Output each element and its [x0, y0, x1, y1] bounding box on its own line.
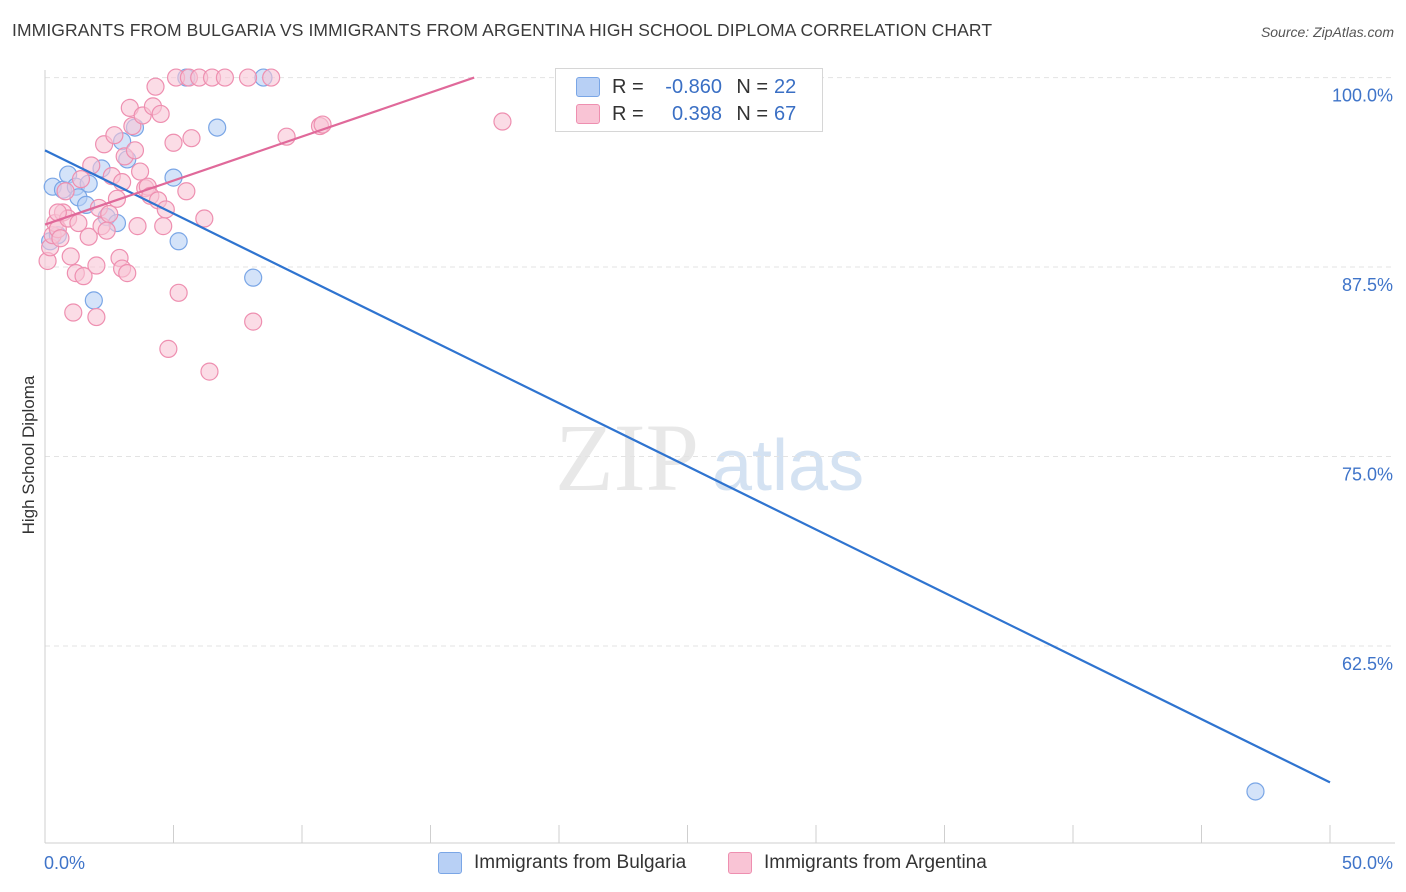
legend-n-value: 67: [774, 102, 797, 125]
source-label: Source: ZipAtlas.com: [1260, 24, 1394, 40]
legend-r-value: 0.398: [671, 102, 722, 125]
point-argentina: [215, 68, 234, 87]
y-tick-label: 100.0%: [1332, 86, 1393, 106]
point-argentina: [200, 362, 219, 381]
legend-n-label: N =: [736, 102, 768, 125]
chart-title: IMMIGRANTS FROM BULGARIA VS IMMIGRANTS F…: [12, 20, 993, 40]
trend-lines: [44, 76, 1331, 784]
point-argentina: [244, 312, 263, 331]
watermark-atlas: atlas: [712, 426, 864, 506]
legend-label-argentina: Immigrants from Argentina: [764, 852, 987, 873]
point-argentina: [130, 162, 150, 181]
point-argentina: [64, 303, 83, 322]
point-argentina: [182, 129, 201, 148]
point-argentina: [71, 170, 91, 189]
point-argentina: [159, 339, 178, 358]
legend-swatch-argentina: [576, 104, 600, 124]
legend-swatch-argentina: [728, 852, 752, 874]
legend-r-label: R =: [612, 75, 644, 98]
point-argentina: [100, 204, 119, 224]
point-argentina: [238, 68, 258, 87]
trend-line-bulgaria: [44, 149, 1331, 784]
legend-r-value: -0.860: [665, 75, 722, 98]
point-argentina: [87, 256, 106, 275]
legend-label-bulgaria: Immigrants from Bulgaria: [474, 852, 687, 873]
data-points: [38, 68, 1265, 801]
x-tick-label: 50.0%: [1342, 853, 1393, 873]
y-tick-labels: 100.0% 87.5% 75.0% 62.5%: [1332, 86, 1393, 674]
watermark-zip: ZIP: [555, 404, 699, 511]
legend-item-argentina: Immigrants from Argentina: [728, 852, 987, 874]
point-argentina: [154, 217, 173, 236]
point-bulgaria: [244, 268, 263, 287]
point-argentina: [128, 217, 147, 236]
legend-swatch-bulgaria: [438, 852, 462, 874]
x-tick-labels: 0.0% 50.0%: [44, 853, 1393, 873]
point-argentina: [61, 247, 80, 266]
point-argentina: [169, 283, 188, 302]
point-bulgaria: [84, 291, 103, 310]
point-argentina: [195, 209, 214, 228]
point-argentina: [146, 77, 165, 96]
point-argentina: [79, 227, 98, 246]
point-bulgaria: [208, 118, 227, 137]
legend-n-label: N =: [736, 75, 768, 98]
point-argentina: [51, 229, 70, 248]
legend-n-value: 22: [774, 75, 797, 98]
axes: [44, 70, 1395, 844]
point-argentina: [493, 112, 512, 131]
point-argentina: [151, 104, 170, 124]
point-argentina: [118, 264, 137, 283]
legend-r-label: R =: [612, 102, 644, 125]
x-tick-label: 0.0%: [44, 853, 85, 873]
point-argentina: [262, 68, 281, 87]
grid-lines: [45, 77, 1395, 647]
series-legend: Immigrants from Bulgaria Immigrants from…: [0, 852, 1406, 876]
legend-row-bulgaria: R = -0.860 N = 22: [576, 75, 814, 99]
y-tick-label: 75.0%: [1342, 465, 1393, 485]
y-axis-label: High School Diploma: [19, 375, 38, 534]
point-argentina: [56, 182, 75, 201]
point-argentina: [164, 133, 183, 152]
point-argentina: [177, 182, 196, 201]
y-tick-label: 62.5%: [1342, 654, 1393, 674]
legend-row-argentina: R = 0.398 N = 67: [576, 102, 814, 126]
point-argentina: [87, 307, 106, 327]
legend-item-bulgaria: Immigrants from Bulgaria: [438, 852, 686, 874]
legend-swatch-bulgaria: [576, 77, 600, 97]
point-argentina: [74, 267, 93, 286]
point-argentina: [125, 141, 145, 160]
point-argentina: [82, 156, 101, 175]
point-bulgaria: [1246, 782, 1265, 801]
point-argentina: [105, 126, 124, 145]
y-tick-label: 87.5%: [1342, 275, 1393, 295]
trend-line-argentina: [44, 76, 475, 226]
point-argentina: [69, 213, 88, 233]
correlation-legend: R = -0.860 N = 22 R = 0.398 N = 67: [555, 68, 823, 132]
point-argentina: [97, 221, 116, 240]
point-bulgaria: [169, 232, 188, 251]
